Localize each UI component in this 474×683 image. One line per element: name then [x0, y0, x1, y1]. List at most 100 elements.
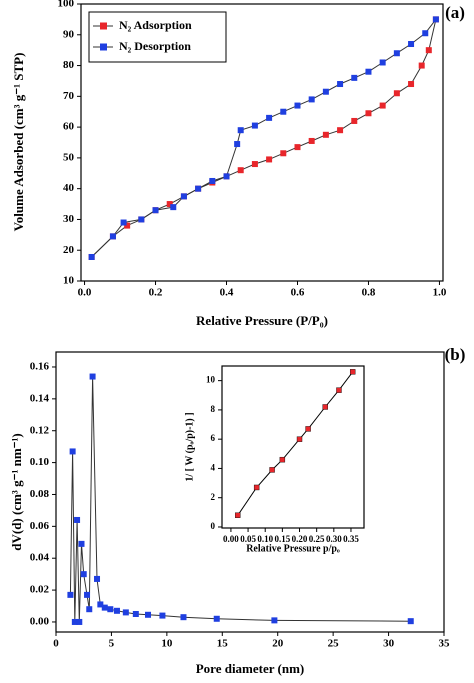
data-point	[145, 611, 152, 618]
legend-swatch	[100, 22, 107, 30]
data-point	[308, 96, 315, 103]
y-tick-label: 2	[211, 492, 216, 502]
data-point	[237, 167, 244, 174]
data-point	[86, 606, 93, 613]
x-tick-label: 0.2	[149, 287, 163, 299]
data-point	[269, 467, 275, 473]
x-tick-label: 20	[272, 638, 284, 650]
y-tick-label: 0.08	[30, 488, 50, 500]
data-point	[132, 610, 139, 617]
data-point	[322, 131, 329, 138]
data-point	[124, 222, 131, 229]
data-point	[237, 127, 244, 134]
data-point	[296, 436, 303, 442]
y-tick-label: 70	[63, 90, 75, 102]
data-point	[336, 387, 342, 393]
y-axis-label: Volume Adsorbed (cm³ g⁻¹ STP)	[11, 53, 26, 232]
y-tick-label: 0.02	[30, 584, 50, 596]
y-tick-label: 80	[63, 59, 75, 71]
data-point	[74, 516, 81, 523]
legend-label: N₂ Adsorption	[119, 18, 192, 32]
x-tick-label: 35	[439, 638, 451, 650]
x-tick-label: 0.4	[220, 287, 234, 299]
y-tick-label: 20	[63, 244, 75, 256]
panel-label: (b)	[445, 345, 466, 364]
y-tick-label: 60	[63, 121, 75, 133]
legend-swatch	[100, 43, 107, 51]
y-axis-label: dV(d) (cm³ g⁻¹ nm⁻¹)	[9, 433, 24, 551]
data-point	[235, 512, 241, 518]
data-point	[113, 607, 120, 614]
data-point	[152, 207, 159, 214]
y-tick-label: 0.14	[30, 392, 50, 404]
data-point	[294, 102, 301, 109]
data-point	[84, 591, 91, 598]
data-point	[408, 81, 415, 88]
y-tick-label: 90	[63, 28, 75, 40]
data-point	[209, 177, 216, 184]
x-tick-label: 0.15	[274, 534, 290, 544]
data-point	[294, 144, 301, 151]
data-point	[379, 102, 386, 109]
y-tick-label: 30	[63, 213, 75, 225]
x-tick-label: 0.0	[78, 287, 92, 299]
data-point	[69, 448, 76, 455]
data-point	[159, 612, 166, 619]
y-tick-label: 0.06	[30, 520, 50, 532]
data-point	[408, 41, 415, 48]
data-point	[349, 369, 356, 375]
data-point	[78, 540, 85, 547]
y-axis-label: 1/ [ W (pₒ/p)-1) ]	[184, 412, 195, 481]
data-point	[195, 185, 202, 192]
data-point	[351, 117, 358, 124]
data-point	[271, 617, 278, 624]
data-point	[337, 127, 344, 134]
data-point	[109, 233, 116, 240]
data-point	[101, 604, 108, 611]
x-axis-label: Relative Pressure p/pₒ	[246, 543, 340, 554]
data-point	[407, 618, 414, 625]
data-point	[418, 62, 425, 69]
y-tick-label: 50	[63, 151, 75, 163]
data-point	[138, 216, 145, 223]
data-point	[170, 204, 177, 211]
data-point	[234, 141, 241, 148]
data-point	[89, 373, 96, 380]
panel-label: (a)	[445, 3, 465, 22]
data-point	[97, 601, 104, 608]
y-tick-label: 100	[58, 0, 75, 10]
data-point	[393, 50, 400, 57]
y-tick-label: 0.04	[30, 552, 50, 564]
data-point	[251, 161, 258, 168]
y-tick-label: 0.12	[30, 424, 50, 436]
data-point	[223, 173, 230, 180]
data-point	[180, 614, 187, 621]
data-point	[322, 404, 328, 410]
x-axis-label: Relative Pressure (P/P₀)	[196, 313, 328, 328]
x-tick-label: 0.05	[240, 534, 256, 544]
y-tick-label: 0.16	[30, 361, 50, 373]
x-tick-label: 0.00	[223, 534, 239, 544]
data-point	[322, 88, 329, 95]
data-point	[120, 219, 127, 226]
x-tick-label: 0.35	[343, 534, 359, 544]
data-point	[351, 74, 358, 81]
data-point	[88, 253, 95, 260]
x-tick-label: 10	[161, 638, 173, 650]
x-tick-label: 25	[328, 638, 340, 650]
data-point	[107, 606, 114, 613]
data-point	[213, 615, 220, 622]
data-point	[280, 108, 287, 115]
y-tick-label: 8	[211, 404, 216, 414]
x-tick-label: 5	[109, 638, 115, 650]
x-tick-label: 0.8	[362, 287, 376, 299]
data-point	[67, 591, 74, 598]
data-point	[180, 193, 187, 200]
x-tick-label: 30	[383, 638, 395, 650]
data-point	[253, 484, 260, 491]
y-tick-label: 0.10	[30, 456, 50, 468]
y-tick-label: 0.00	[30, 615, 50, 627]
legend-label: N₂ Desorption	[119, 39, 191, 53]
data-point	[166, 201, 173, 208]
